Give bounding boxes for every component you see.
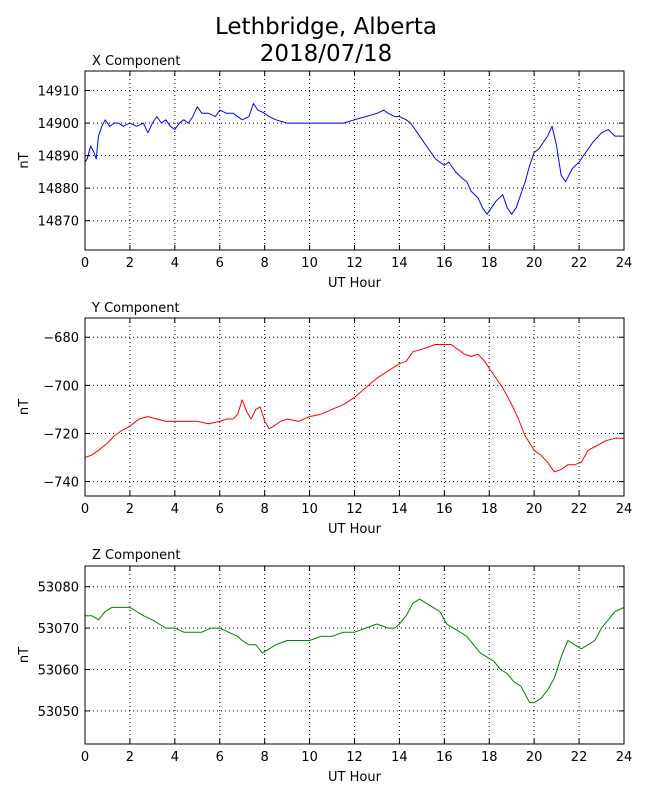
- x-axis-label: UT Hour: [328, 522, 382, 537]
- y-tick-label: −740: [43, 476, 79, 491]
- series-line: [84, 103, 624, 215]
- y-tick-label: −720: [43, 427, 79, 442]
- x-tick-label: 24: [616, 750, 633, 765]
- x-component-panel: X Component 0 2 4 6 8 10 12 14 16 18 20 22 241487014…: [17, 54, 632, 291]
- x-tick-label: 8: [261, 502, 269, 517]
- x-tick-label: 24: [616, 502, 633, 517]
- x-tick-label: 22: [571, 256, 588, 271]
- x-tick-label: 6: [216, 502, 224, 517]
- y-axis-label: nT: [17, 647, 32, 663]
- x-tick-label: 0: [81, 502, 89, 517]
- x-tick-label: 16: [436, 256, 453, 271]
- x-tick-label: 14: [391, 256, 408, 271]
- x-tick-label: 0: [81, 256, 89, 271]
- y-tick-label: 53080: [38, 581, 79, 596]
- series-line: [85, 598, 625, 704]
- x-tick-label: 16: [436, 502, 453, 517]
- x-tick-label: 10: [301, 750, 318, 765]
- x-tick-label: 2: [126, 256, 134, 271]
- x-tick-label: 20: [526, 256, 543, 271]
- panel-title: Y Component: [91, 301, 180, 316]
- x-tick-label: 12: [346, 502, 363, 517]
- x-tick-label: 10: [301, 502, 318, 517]
- panel-title: X Component: [92, 54, 181, 69]
- x-tick-label: 22: [571, 502, 588, 517]
- y-tick-label: −700: [43, 379, 79, 394]
- y-tick-label: 14870: [38, 215, 79, 230]
- y-tick-label: 53050: [38, 705, 79, 720]
- y-tick-label: 53070: [38, 622, 79, 637]
- x-tick-label: 22: [571, 750, 588, 765]
- x-tick-label: 6: [216, 256, 224, 271]
- y-axis-label: nT: [17, 152, 32, 168]
- y-tick-label: 14900: [38, 117, 79, 132]
- x-tick-label: 20: [526, 750, 543, 765]
- z-component-panel: Z Component 0 2 4 6 8 10 12 14 16 18 20 22 245305053…: [17, 548, 632, 785]
- x-tick-label: 2: [126, 750, 134, 765]
- x-tick-label: 12: [346, 256, 363, 271]
- y-axis-label: nT: [17, 399, 32, 415]
- x-tick-label: 16: [436, 750, 453, 765]
- x-tick-label: 6: [216, 750, 224, 765]
- x-tick-label: 24: [616, 256, 633, 271]
- y-tick-label: 53060: [38, 663, 79, 678]
- x-tick-label: 12: [346, 750, 363, 765]
- x-tick-label: 18: [481, 256, 498, 271]
- x-tick-label: 8: [261, 256, 269, 271]
- x-tick-label: 14: [391, 750, 408, 765]
- x-tick-label: 14: [391, 502, 408, 517]
- x-tick-label: 4: [171, 502, 179, 517]
- x-axis-label: UT Hour: [328, 276, 382, 291]
- figure-title-line1: Lethbridge, Alberta: [215, 14, 437, 40]
- x-tick-label: 10: [301, 256, 318, 271]
- x-tick-label: 0: [81, 750, 89, 765]
- x-tick-label: 18: [481, 502, 498, 517]
- y-tick-label: 14890: [38, 150, 79, 165]
- y-tick-label: 14880: [38, 182, 79, 197]
- series-line: [84, 344, 624, 473]
- x-tick-label: 4: [171, 256, 179, 271]
- y-tick-label: −680: [43, 331, 79, 346]
- x-tick-label: 20: [526, 502, 543, 517]
- figure-title-line2: 2018/07/18: [260, 41, 393, 67]
- x-tick-label: 4: [171, 750, 179, 765]
- y-tick-label: 14910: [38, 85, 79, 100]
- x-tick-label: 8: [261, 750, 269, 765]
- x-tick-label: 18: [481, 750, 498, 765]
- x-axis-label: UT Hour: [328, 770, 382, 785]
- panel-title: Z Component: [92, 548, 181, 563]
- x-tick-label: 2: [126, 502, 134, 517]
- y-component-panel: Y Component 0 2 4 6 8 10 12 14 16 18 20 22 24−680−70…: [17, 301, 632, 537]
